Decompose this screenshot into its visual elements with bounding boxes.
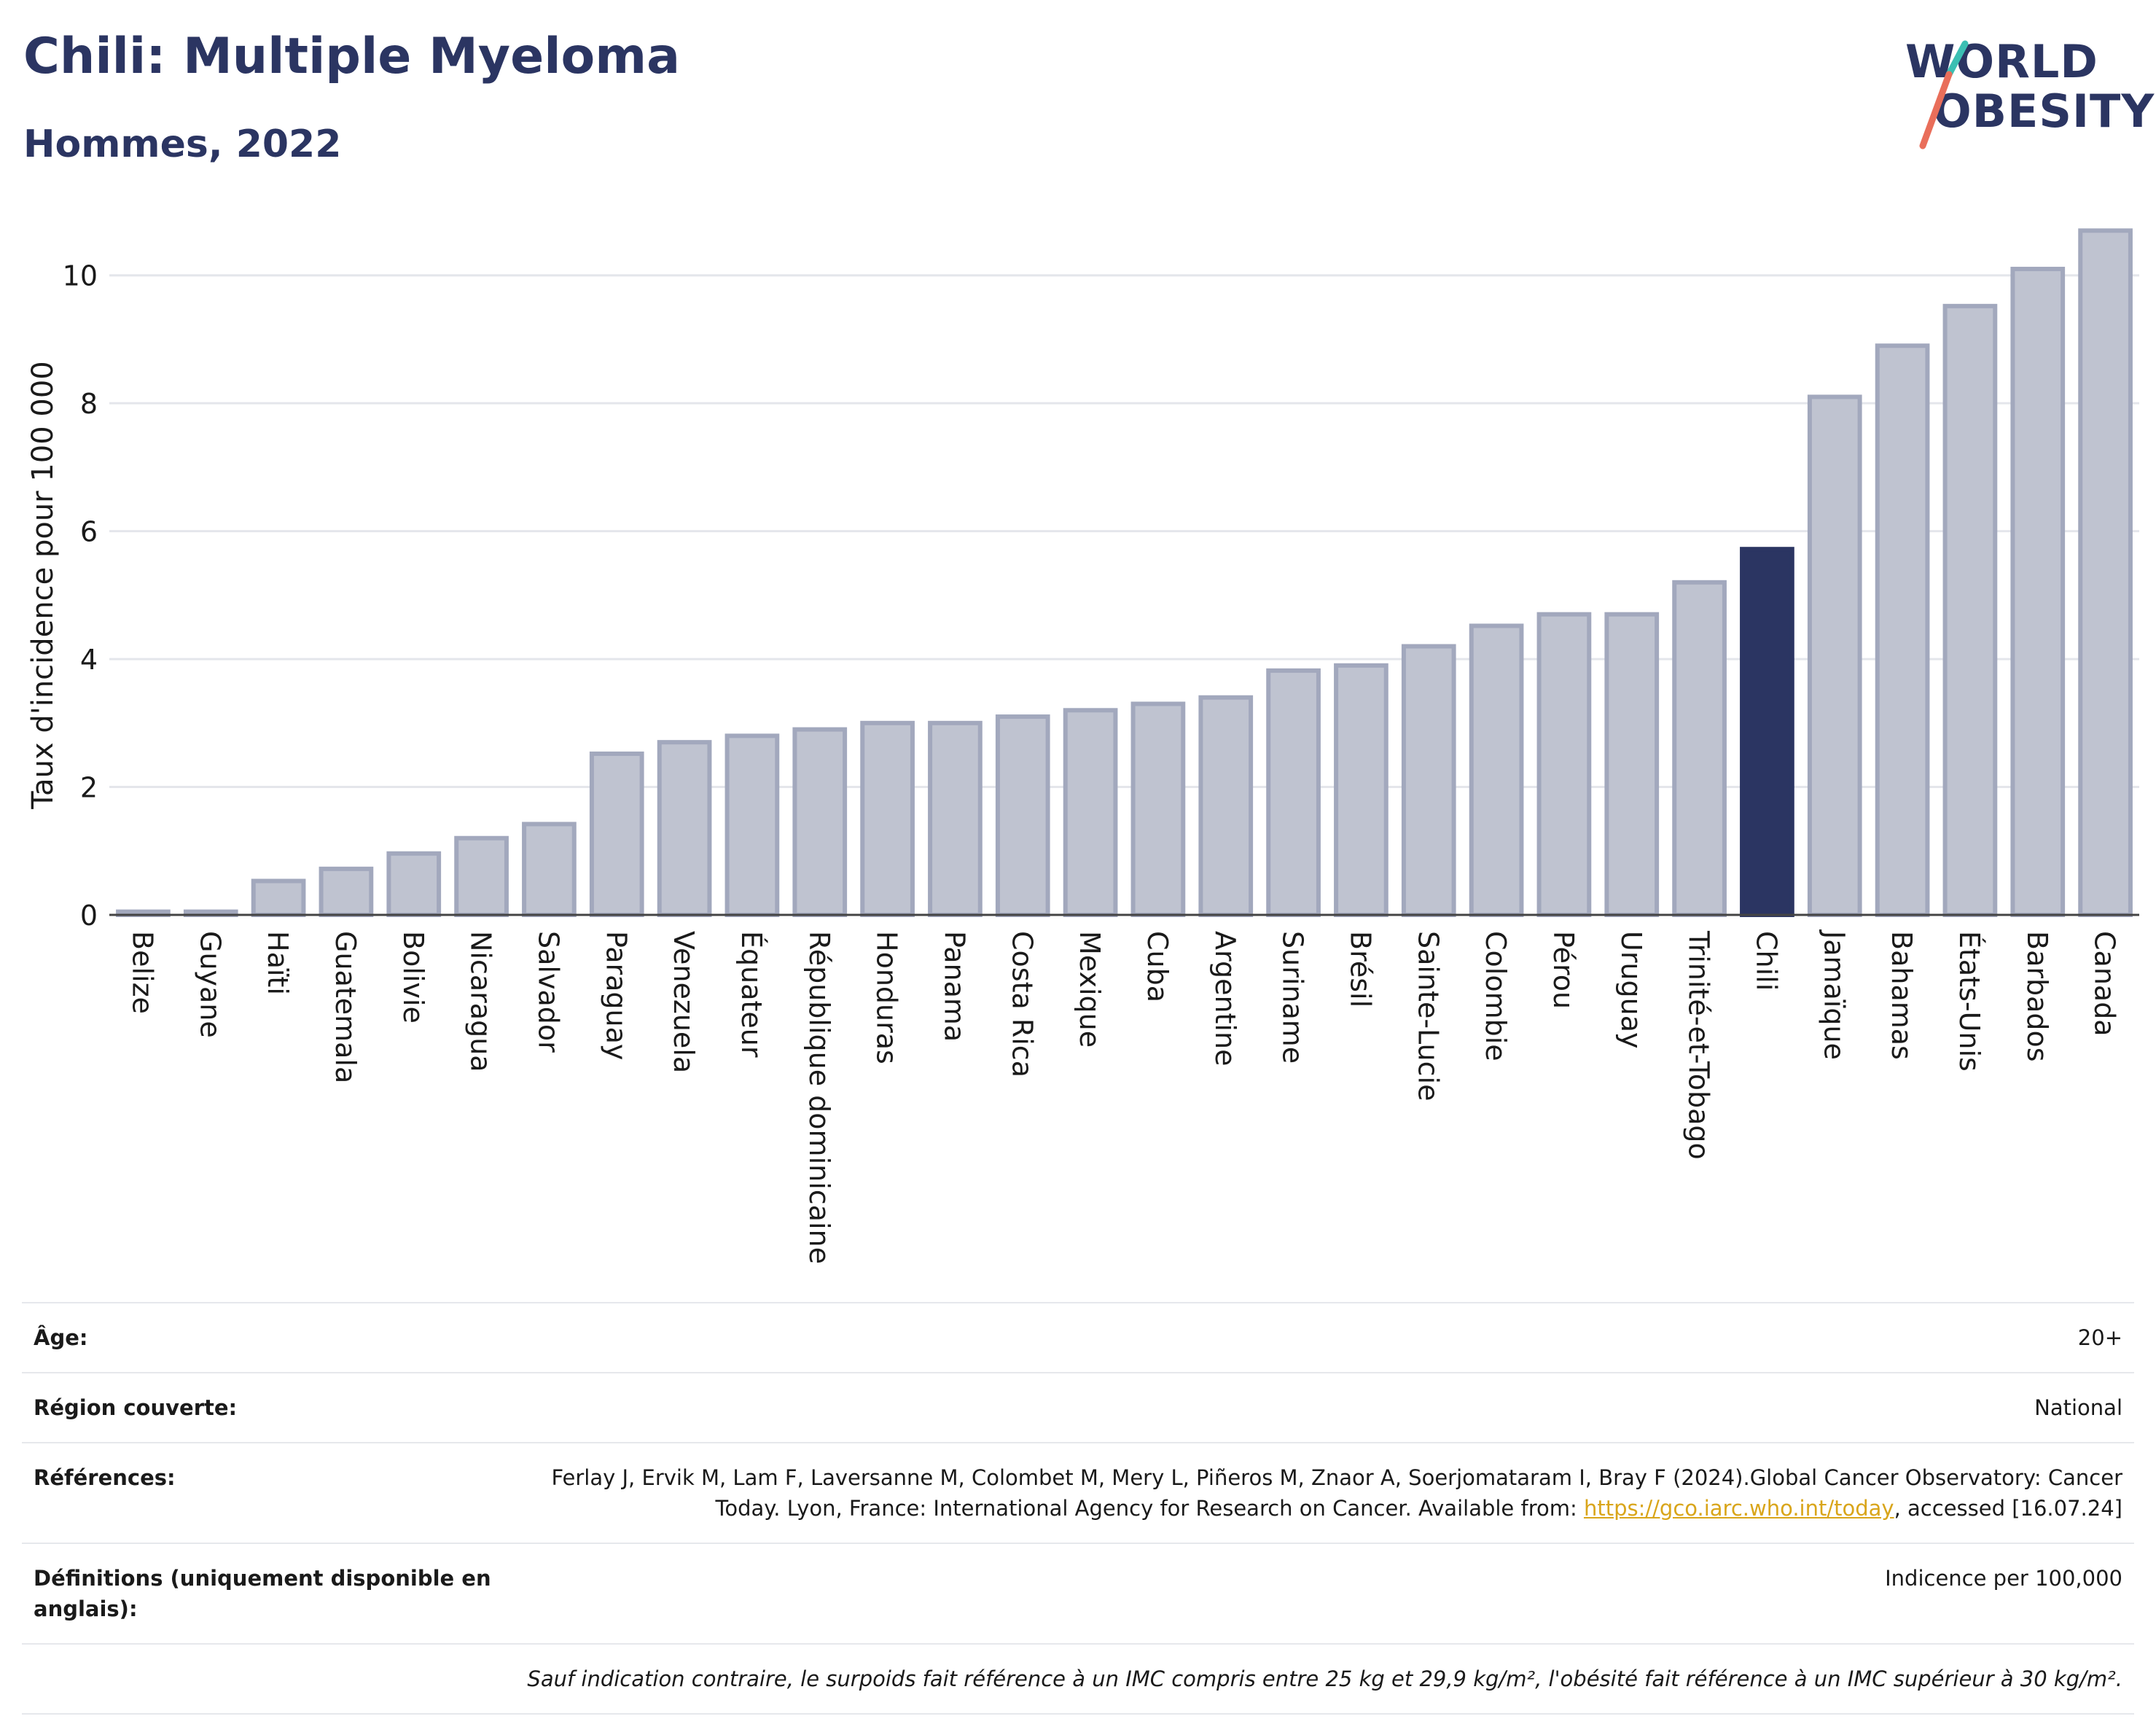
- x-tick-label: Costa Rica: [1006, 931, 1038, 1077]
- bar-p-rou: [1536, 612, 1592, 917]
- meta-row-references: Références: Ferlay J, Ervik M, Lam F, La…: [22, 1442, 2134, 1543]
- x-tick-label: Trinité-et-Tobago: [1683, 930, 1715, 1160]
- x-tick-label: États-Unis: [1953, 931, 1985, 1072]
- world-obesity-logo: WORLD OBESITY: [1895, 29, 2154, 153]
- meta-row-definitions: Définitions (uniquement disponible en an…: [22, 1543, 2134, 1643]
- x-tick-label: République dominicaine: [803, 931, 835, 1264]
- logo-line-2: OBESITY: [1933, 85, 2155, 138]
- x-tick-label: Argentine: [1209, 931, 1241, 1066]
- x-tick-label: Colombie: [1480, 931, 1512, 1061]
- bar-paraguay: [589, 751, 644, 917]
- x-tick-label: Paraguay: [600, 931, 632, 1060]
- bar-sainte-lucie: [1401, 644, 1456, 918]
- reference-accessed: , accessed [16.07.24]: [1894, 1496, 2122, 1521]
- meta-value: Indicence per 100,000: [1885, 1566, 2122, 1591]
- x-tick-label: Haïti: [262, 931, 294, 995]
- footnote: Sauf indication contraire, le surpoids f…: [22, 1643, 2134, 1715]
- bar-bahamas: [1875, 343, 1930, 917]
- bar-guatemala: [319, 866, 374, 917]
- bar-jama-que: [1807, 394, 1862, 917]
- y-tick-label: 10: [63, 260, 98, 292]
- meta-row-age: Âge: 20+: [22, 1302, 2134, 1372]
- y-tick-label: 4: [80, 644, 98, 676]
- bar-uruguay: [1604, 612, 1660, 917]
- bar-argentine: [1198, 695, 1254, 918]
- bar-chili: [1740, 547, 1794, 917]
- y-tick-label: 0: [80, 900, 98, 932]
- x-tick-labels: Belize Guyane Haïti Guatemala Bolivie Nicarag…: [126, 929, 2120, 1264]
- x-tick-label: Cuba: [1141, 931, 1173, 1002]
- meta-key: Définitions (uniquement disponible en an…: [34, 1566, 491, 1621]
- x-tick-label: Équateur: [735, 931, 768, 1058]
- logo-line-1: WORLD: [1905, 35, 2098, 88]
- meta-key: Région couverte:: [34, 1395, 238, 1420]
- x-tick-label: Guyane: [194, 931, 226, 1038]
- x-tick-label: Brésil: [1344, 931, 1376, 1007]
- chart-title: Chili: Multiple Myeloma: [23, 28, 680, 85]
- bar-cuba: [1130, 701, 1186, 917]
- metadata-table: Âge: 20+ Région couverte: National Référ…: [22, 1302, 2134, 1715]
- bar-nicaragua: [454, 835, 509, 918]
- y-tick-label: 8: [80, 388, 98, 420]
- x-tick-label: Uruguay: [1615, 931, 1647, 1049]
- bar-colombie: [1469, 623, 1524, 917]
- bar-venezuela: [657, 740, 712, 917]
- meta-value: Ferlay J, Ervik M, Lam F, Laversanne M, …: [534, 1462, 2122, 1524]
- bar--quateur: [724, 733, 780, 918]
- meta-row-region: Région couverte: National: [22, 1372, 2134, 1442]
- x-tick-label: Honduras: [871, 931, 903, 1064]
- x-tick-label: Belize: [126, 931, 158, 1014]
- bar-mexique: [1063, 708, 1118, 917]
- x-tick-label: Bahamas: [1886, 931, 1918, 1060]
- x-tick-label: Salvador: [532, 931, 564, 1053]
- x-tick-label: Barbados: [2021, 931, 2053, 1062]
- bar-chart: 0 2 4 6 8 10 Belize Guyane Haïti Guatemala Bolivi…: [26, 228, 2139, 1264]
- bar-trinit-et-tobago: [1672, 580, 1727, 917]
- x-tick-label: Jamaïque: [1818, 929, 1850, 1060]
- bar--tats-unis: [1942, 303, 1998, 917]
- grid-lines: [109, 274, 2139, 789]
- bar-bolivie: [386, 851, 442, 917]
- x-tick-label: Panama: [938, 931, 970, 1042]
- x-tick-label: Mexique: [1074, 931, 1106, 1048]
- y-axis-label: Taux d'incidence pour 100 000: [26, 361, 60, 809]
- meta-value: National: [2034, 1395, 2122, 1420]
- bar-r-publique-dominicaine: [792, 727, 848, 917]
- chart-subtitle: Hommes, 2022: [23, 122, 342, 166]
- y-tick-label: 2: [80, 772, 98, 804]
- x-tick-label: Nicaragua: [465, 931, 497, 1072]
- y-tick-labels: 0 2 4 6 8 10: [63, 260, 98, 932]
- bar-canada: [2078, 228, 2133, 918]
- bar-barbados: [2010, 266, 2066, 918]
- x-tick-label: Suriname: [1277, 931, 1309, 1064]
- x-tick-label: Guatemala: [329, 931, 362, 1083]
- x-tick-label: Venezuela: [668, 931, 700, 1073]
- logo-slash-icon: [1919, 40, 1969, 149]
- bar-costa-rica: [995, 714, 1050, 918]
- reference-text: Ferlay J, Ervik M, Lam F, Laversanne M, …: [551, 1465, 2122, 1521]
- bar-salvador: [522, 822, 577, 917]
- x-tick-label: Bolivie: [397, 931, 429, 1024]
- y-tick-label: 6: [80, 516, 98, 548]
- bar-br-sil: [1334, 663, 1388, 917]
- bar-suriname: [1266, 668, 1321, 918]
- bar-panama: [928, 720, 983, 917]
- x-tick-label: Canada: [2089, 931, 2121, 1037]
- bars: [116, 228, 2133, 918]
- bar-ha-ti: [251, 878, 306, 917]
- meta-key: Références:: [34, 1465, 176, 1490]
- x-tick-label: Pérou: [1547, 931, 1579, 1009]
- reference-link[interactable]: https://gco.iarc.who.int/today: [1583, 1496, 1894, 1521]
- meta-key: Âge:: [34, 1325, 88, 1350]
- x-tick-label: Sainte-Lucie: [1412, 931, 1444, 1101]
- bar-honduras: [860, 720, 915, 917]
- x-tick-label: Chili: [1750, 931, 1782, 991]
- meta-value: 20+: [2077, 1325, 2122, 1350]
